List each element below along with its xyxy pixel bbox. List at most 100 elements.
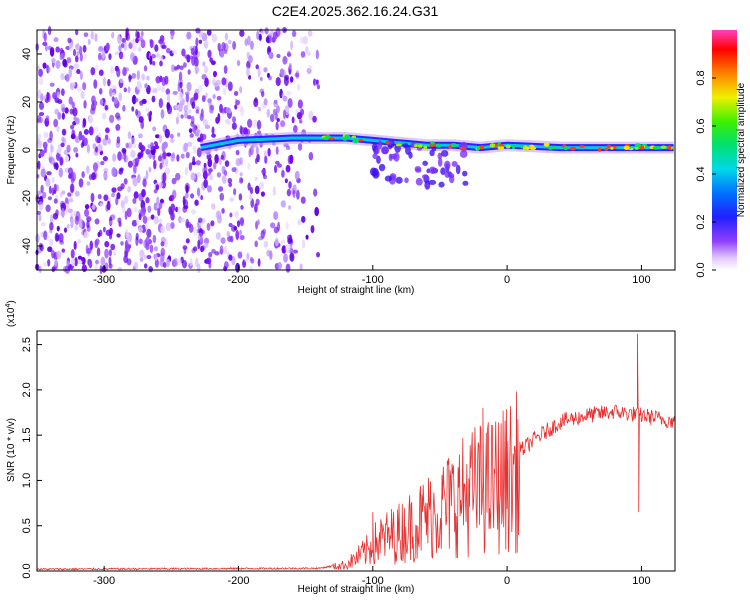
- spectrogram-blob-dot: [459, 150, 468, 158]
- spectrogram-blob-dot: [440, 167, 446, 175]
- spectrogram-noise-dot: [42, 141, 48, 149]
- spectrogram-noise-dot: [273, 99, 279, 108]
- spectrogram-noise-dot: [274, 112, 278, 121]
- spectrogram-noise-dot: [195, 109, 200, 114]
- spectrogram-noise-dot: [112, 251, 117, 256]
- spectrogram-noise-dot: [149, 55, 153, 65]
- spectrogram-noise-dot: [56, 250, 62, 260]
- spectrogram-noise-dot: [102, 76, 107, 87]
- spectrogram-noise-dot: [239, 86, 243, 94]
- spectrogram-noise-dot: [229, 197, 235, 202]
- spectrogram-noise-dot: [60, 88, 65, 96]
- spectrogram-hot-spot: [322, 137, 329, 141]
- spectrogram-noise-dot: [104, 248, 109, 259]
- spectrogram-noise-dot: [67, 37, 72, 44]
- spectrogram-noise-dot: [97, 231, 101, 238]
- spectrogram-noise-dot: [121, 205, 126, 214]
- spectrogram-noise-dot: [74, 224, 78, 231]
- spectrogram-noise-dot: [162, 262, 167, 268]
- spectrogram-noise-dot: [297, 99, 303, 109]
- colorbar-label: Normalized spectral amplitude: [736, 82, 747, 217]
- spectrogram-noise-dot: [254, 176, 258, 181]
- colorbar: 0.0 0.2 0.4 0.6 0.8 Normalized spectral ampl…: [695, 30, 747, 278]
- spectrogram-noise-dot: [145, 107, 150, 112]
- spectrogram-noise-dot: [185, 184, 189, 194]
- spectrogram-noise-dot: [146, 228, 152, 238]
- spectrogram-noise-dot: [201, 95, 206, 102]
- spectrogram-noise-dot: [147, 112, 152, 117]
- spectrogram-noise-dot: [293, 125, 298, 134]
- spectrogram-noise-dot: [162, 172, 167, 183]
- spectrogram-noise-dot: [38, 111, 45, 117]
- spectrogram-noise-dot: [276, 105, 280, 114]
- spectrogram-noise-dot: [108, 249, 112, 257]
- spectrogram-noise-dot: [191, 209, 196, 215]
- spectrogram-noise-dot: [150, 142, 154, 151]
- spectrogram-blob-dot: [393, 152, 400, 162]
- spectrogram-noise-dot: [176, 112, 180, 119]
- spectrogram-noise-dot: [208, 173, 214, 181]
- spectrogram-noise-dot: [111, 92, 116, 97]
- colorbar-tick-label: 0.4: [695, 166, 707, 181]
- spectrogram-noise-dot: [145, 148, 151, 155]
- spectrogram-noise-dot: [221, 41, 226, 51]
- spectrogram-noise-dot: [138, 226, 143, 233]
- spectrogram-noise-dot: [93, 126, 99, 133]
- colorbar-tick-label: 0.2: [695, 214, 707, 229]
- spectrogram-noise-dot: [76, 51, 80, 56]
- spectrogram-noise-dot: [286, 145, 291, 150]
- spectrogram-noise-dot: [177, 132, 181, 137]
- spectrogram-noise-dot: [100, 256, 106, 266]
- spectrogram-noise-dot: [37, 89, 42, 99]
- spectrogram-noise-dot: [120, 241, 124, 246]
- spectrogram-noise-dot: [238, 177, 244, 184]
- spectrogram-y-ticks: -40 -20 0 20 40: [21, 48, 42, 254]
- spectrogram-noise-dot: [166, 258, 171, 268]
- spectrogram-noise-dot: [127, 131, 132, 140]
- spectrogram-noise-dot: [268, 51, 274, 60]
- spectrogram-noise-dot: [68, 67, 73, 78]
- spectrogram-noise-dot: [256, 119, 262, 130]
- spectrogram-noise-dot: [284, 178, 288, 184]
- spectrogram-noise-dot: [204, 77, 209, 88]
- spectrogram-noise-dot: [274, 237, 279, 247]
- spectrogram-blob-dot: [455, 164, 461, 175]
- spectrogram-noise-dot: [239, 234, 245, 241]
- colorbar-tick-label: 0.0: [695, 262, 707, 277]
- spectrogram-noise-dot: [166, 101, 171, 111]
- spectrogram-noise-dot: [94, 218, 100, 225]
- spectrogram-noise-dot: [86, 248, 92, 254]
- spectrogram-noise-dot: [201, 32, 208, 42]
- spectrogram-noise-dot: [294, 72, 300, 78]
- snr-series-line: [36, 333, 676, 571]
- spectrogram-noise-dot: [195, 106, 200, 111]
- spectrogram-noise-dot: [229, 212, 233, 218]
- spectrogram-noise-dot: [205, 92, 208, 98]
- spectrogram-noise-dot: [134, 97, 139, 103]
- spectrogram-noise-dot: [294, 170, 300, 181]
- spectrogram-noise-dot: [123, 178, 128, 185]
- spectrogram-noise-dot: [116, 192, 121, 200]
- spectrogram-noise-dot: [219, 192, 225, 201]
- spectrogram-noise-dot: [97, 132, 101, 138]
- spectrogram-hot-spot: [352, 139, 360, 144]
- spectrogram-blob-dot: [421, 174, 429, 179]
- spectrogram-noise-dot: [212, 94, 216, 99]
- spectrogram-hot-spot: [652, 146, 660, 150]
- spectrogram-hot-spot: [512, 145, 516, 150]
- spectrogram-blob-dot: [444, 160, 451, 170]
- spectrogram-noise-dot: [192, 246, 198, 252]
- spectrogram-noise-dot: [192, 156, 196, 165]
- spectrogram-noise-dot: [116, 233, 121, 238]
- spectrogram-noise-dot: [51, 187, 55, 196]
- spectrogram-noise-dot: [105, 127, 110, 134]
- spectrogram-hot-spot: [497, 146, 505, 150]
- spectrogram-noise-dot: [47, 25, 52, 36]
- spectrogram-noise-dot: [84, 208, 90, 217]
- spectrogram-noise-dot: [152, 61, 156, 66]
- spectrogram-noise-dot: [186, 114, 192, 120]
- spectrogram-noise-dot: [130, 150, 136, 159]
- colorbar-tick-label: 0.8: [695, 70, 707, 85]
- spectrogram-noise-dot: [254, 240, 259, 248]
- spectrogram-x-tick-label: -300: [93, 274, 115, 286]
